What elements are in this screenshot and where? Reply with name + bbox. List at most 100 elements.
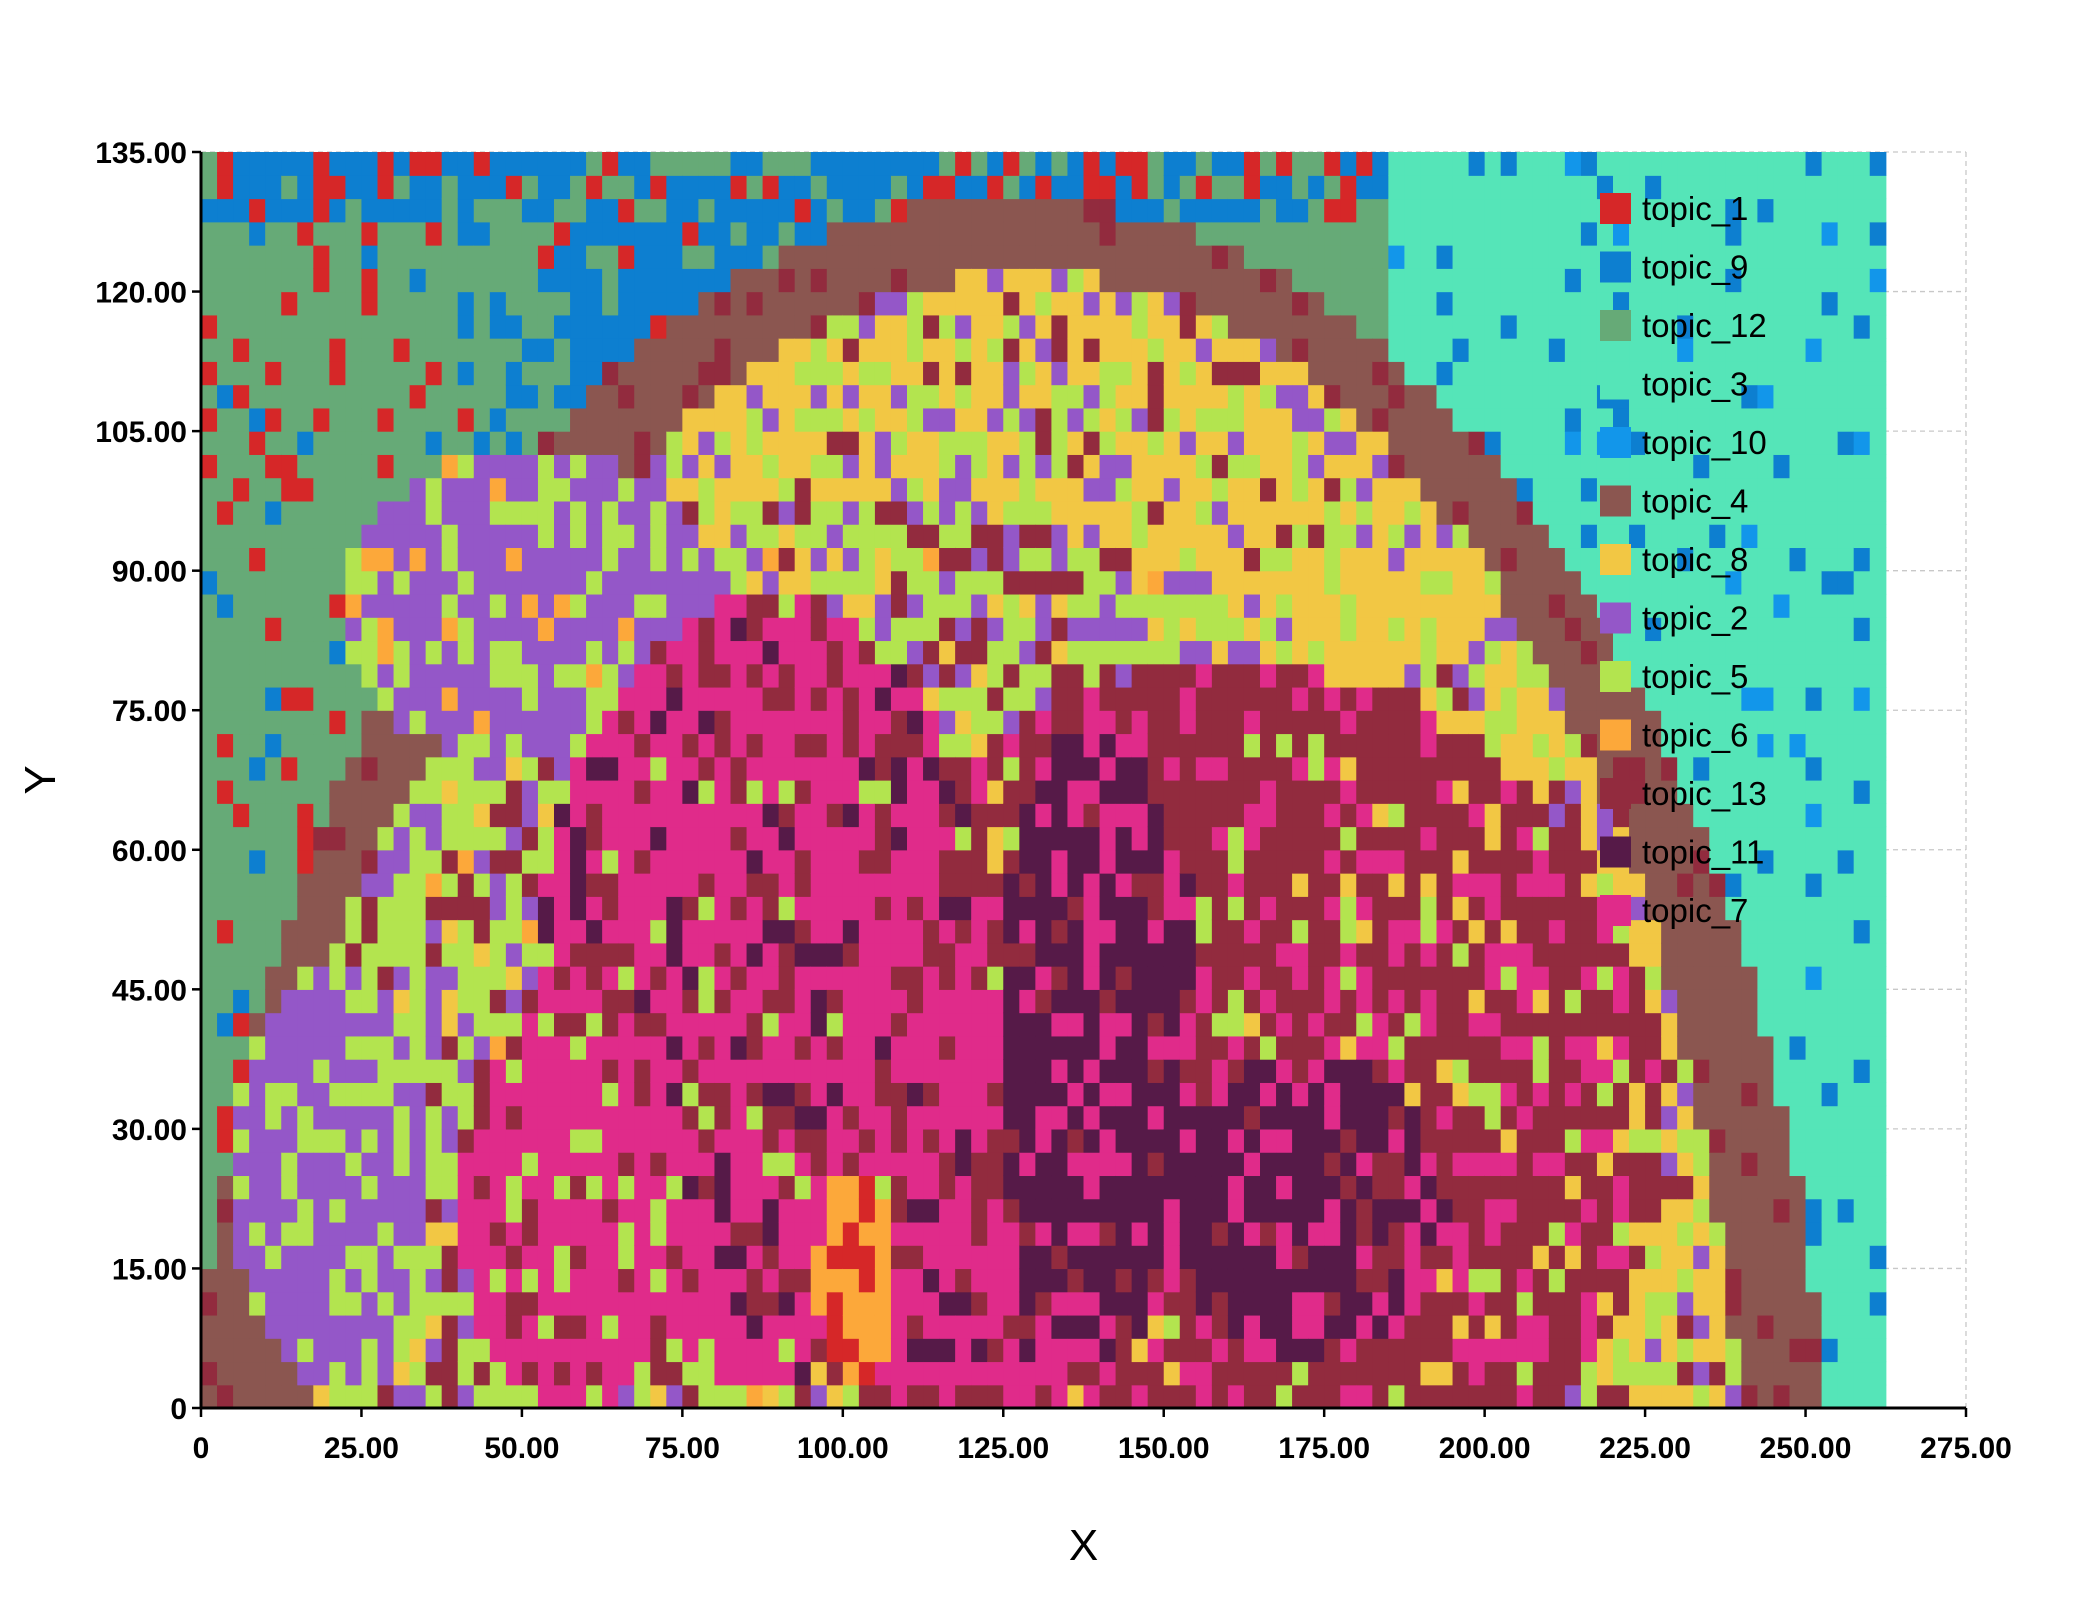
heatmap-cell (506, 966, 523, 990)
heatmap-cell (586, 454, 603, 478)
heatmap-cell (1437, 245, 1454, 269)
heatmap-cell (442, 501, 459, 525)
heatmap-cell (570, 1129, 587, 1153)
heatmap-cell (650, 827, 667, 851)
heatmap-cell (1324, 1268, 1341, 1292)
heatmap-cell (394, 1245, 411, 1269)
heatmap-cell (1100, 1338, 1117, 1362)
heatmap-cell (1148, 524, 1165, 548)
heatmap-cell (634, 827, 651, 851)
heatmap-cell (1613, 757, 1630, 781)
heatmap-cell (1324, 803, 1341, 827)
heatmap-cell (410, 199, 427, 223)
heatmap-cell (1661, 1036, 1678, 1060)
heatmap-cell (458, 385, 475, 409)
heatmap-cell (1244, 640, 1261, 664)
heatmap-cell (1469, 524, 1486, 548)
heatmap-cell (1613, 1268, 1630, 1292)
heatmap-cell (939, 664, 956, 688)
heatmap-cell (1469, 431, 1486, 455)
heatmap-cell (1677, 1361, 1694, 1385)
heatmap-cell (1148, 571, 1165, 595)
heatmap-cell (345, 1129, 362, 1153)
heatmap-cell (586, 1036, 603, 1060)
heatmap-cell (506, 268, 523, 292)
heatmap-cell (1469, 827, 1486, 851)
heatmap-cell (265, 1222, 282, 1246)
heatmap-cell (1019, 896, 1036, 920)
heatmap-cell (602, 268, 619, 292)
heatmap-cell (1148, 1152, 1165, 1176)
heatmap-cell (602, 1106, 619, 1130)
heatmap-cell (714, 547, 731, 571)
heatmap-cell (506, 1175, 523, 1199)
heatmap-cell (1276, 1222, 1293, 1246)
heatmap-cell (313, 687, 330, 711)
heatmap-cell (313, 920, 330, 944)
heatmap-cell (570, 943, 587, 967)
heatmap-cell (506, 1129, 523, 1153)
heatmap-cell (875, 1175, 892, 1199)
heatmap-cell (650, 245, 667, 269)
heatmap-cell (1180, 850, 1197, 874)
heatmap-cell (747, 757, 764, 781)
heatmap-cell (1116, 1059, 1133, 1083)
heatmap-cell (1292, 664, 1309, 688)
heatmap-cell (1404, 454, 1421, 478)
heatmap-cell (1228, 292, 1245, 316)
heatmap-cell (602, 1245, 619, 1269)
heatmap-cell (714, 292, 731, 316)
heatmap-cell (345, 199, 362, 223)
heatmap-cell (698, 803, 715, 827)
heatmap-cell (1517, 431, 1534, 455)
heatmap-cell (1276, 780, 1293, 804)
heatmap-cell (1244, 966, 1261, 990)
heatmap-cell (329, 687, 346, 711)
heatmap-cell (971, 478, 988, 502)
heatmap-cell (233, 850, 250, 874)
heatmap-cell (634, 664, 651, 688)
heatmap-cell (602, 547, 619, 571)
heatmap-cell (1180, 710, 1197, 734)
heatmap-cell (474, 1199, 491, 1223)
heatmap-cell (714, 338, 731, 362)
heatmap-cell (410, 1292, 427, 1316)
heatmap-cell (265, 501, 282, 525)
heatmap-cell (634, 199, 651, 223)
heatmap-cell (1581, 1106, 1598, 1130)
heatmap-cell (747, 292, 764, 316)
heatmap-cell (1533, 1385, 1550, 1409)
heatmap-cell (698, 920, 715, 944)
heatmap-cell (1051, 780, 1068, 804)
heatmap-cell (1196, 524, 1213, 548)
heatmap-cell (201, 431, 218, 455)
heatmap-cell (971, 268, 988, 292)
heatmap-cell (634, 315, 651, 339)
heatmap-cell (1019, 1152, 1036, 1176)
heatmap-cell (1180, 1222, 1197, 1246)
heatmap-cell (1420, 989, 1437, 1013)
heatmap-cell (313, 850, 330, 874)
heatmap-cell (602, 175, 619, 199)
heatmap-cell (1420, 757, 1437, 781)
heatmap-cell (763, 1385, 780, 1409)
heatmap-cell (586, 873, 603, 897)
heatmap-cell (634, 431, 651, 455)
heatmap-cell (1100, 989, 1117, 1013)
heatmap-cell (939, 338, 956, 362)
heatmap-cell (1597, 222, 1614, 246)
heatmap-cell (410, 1082, 427, 1106)
heatmap-cell (1340, 361, 1357, 385)
heatmap-cell (1437, 1106, 1454, 1130)
heatmap-cell (233, 1175, 250, 1199)
heatmap-cell (490, 1175, 507, 1199)
heatmap-cell (682, 1292, 699, 1316)
heatmap-cell (811, 920, 828, 944)
heatmap-cell (1244, 1338, 1261, 1362)
heatmap-cell (442, 1292, 459, 1316)
heatmap-cell (1372, 501, 1389, 525)
heatmap-cell (971, 1245, 988, 1269)
heatmap-cell (586, 1385, 603, 1409)
heatmap-cell (907, 547, 924, 571)
heatmap-cell (201, 454, 218, 478)
